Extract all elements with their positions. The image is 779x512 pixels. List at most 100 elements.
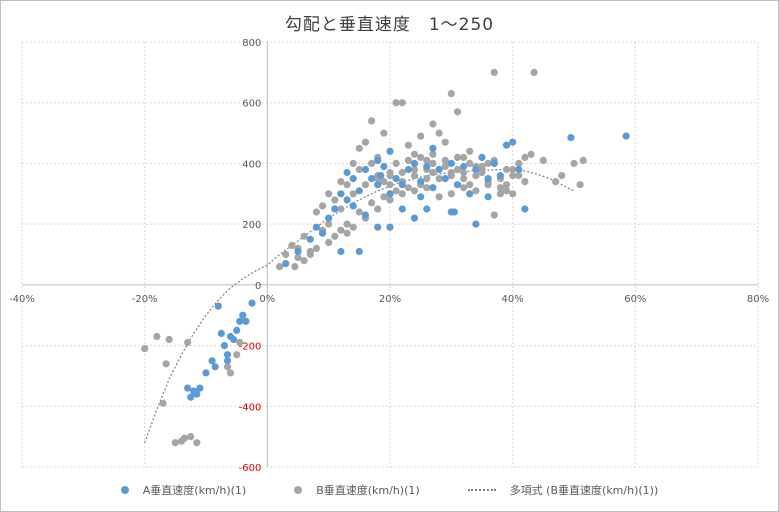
legend-label-trend: 多項式 (B垂直速度(km/h)(1)) — [509, 484, 659, 497]
point-a — [417, 193, 425, 201]
point-b — [502, 181, 511, 189]
point-a — [202, 369, 210, 377]
point-b — [435, 175, 443, 183]
point-b — [453, 165, 462, 174]
point-a — [484, 175, 492, 183]
point-b — [282, 250, 290, 259]
point-b — [337, 226, 345, 234]
point-a — [502, 141, 511, 149]
point-a — [349, 202, 357, 210]
point-b — [368, 199, 376, 207]
point-b — [429, 150, 437, 158]
point-a — [343, 168, 351, 177]
y-tick-label: 200 — [242, 220, 261, 231]
point-b — [460, 168, 468, 177]
point-b — [490, 68, 498, 76]
point-a — [208, 357, 216, 365]
point-b — [552, 178, 560, 186]
point-b — [579, 156, 587, 164]
point-a — [355, 187, 363, 195]
point-a — [187, 393, 195, 401]
point-b — [159, 399, 167, 407]
point-b — [404, 156, 412, 164]
point-a — [236, 317, 244, 325]
point-b — [386, 181, 394, 189]
y-tick-label: -200 — [239, 342, 262, 353]
point-b — [343, 220, 351, 228]
point-a — [386, 147, 394, 155]
point-b — [539, 156, 547, 164]
y-tick-label: 0 — [255, 281, 261, 292]
point-a — [460, 162, 468, 171]
point-b — [325, 190, 333, 198]
point-a — [220, 342, 228, 350]
point-b — [361, 138, 370, 146]
point-a — [423, 162, 431, 171]
legend-marker-trend — [467, 489, 496, 491]
point-b — [361, 181, 370, 189]
point-b — [380, 129, 388, 137]
point-a — [337, 247, 345, 256]
point-a — [337, 190, 345, 198]
point-b — [515, 172, 523, 180]
point-b — [404, 141, 412, 149]
x-tick-label: 60% — [624, 294, 646, 305]
point-b — [530, 68, 538, 76]
point-a — [398, 181, 406, 189]
point-b — [509, 190, 517, 198]
point-b — [576, 181, 584, 189]
y-tick-label: 600 — [242, 99, 261, 110]
point-b — [472, 187, 480, 195]
point-b — [570, 159, 578, 167]
legend-item-trend: 多項式 (B垂直速度(km/h)(1)) — [467, 482, 659, 498]
point-b — [509, 165, 517, 174]
point-a — [294, 247, 302, 256]
point-b — [435, 193, 443, 201]
point-a — [312, 223, 320, 231]
y-tick-label: -600 — [239, 463, 262, 474]
point-a — [377, 172, 385, 180]
point-b — [294, 253, 302, 262]
point-a — [223, 357, 232, 365]
point-b — [349, 190, 357, 198]
point-b — [343, 181, 351, 189]
point-b — [478, 162, 486, 171]
point-b — [429, 159, 437, 167]
point-b — [193, 439, 201, 447]
point-a — [392, 175, 400, 183]
point-b — [368, 159, 376, 167]
point-a — [361, 165, 370, 174]
point-b — [502, 187, 511, 195]
point-a — [318, 229, 327, 237]
point-a — [441, 175, 449, 183]
point-b — [429, 168, 437, 177]
point-b — [417, 132, 425, 140]
point-b — [165, 335, 173, 344]
point-b — [460, 153, 468, 161]
point-b — [490, 211, 498, 219]
point-b — [276, 263, 284, 271]
point-b — [337, 178, 345, 186]
x-tick-label: 80% — [747, 294, 769, 305]
point-b — [331, 196, 339, 204]
x-tick-label: 0% — [259, 294, 275, 305]
x-tick-label: -40% — [9, 294, 35, 305]
x-tick-label: -20% — [132, 294, 158, 305]
point-b — [380, 193, 388, 201]
point-b — [288, 241, 296, 249]
point-b — [380, 178, 388, 186]
point-a — [380, 162, 388, 171]
point-b — [460, 184, 468, 192]
point-b — [410, 150, 419, 158]
point-a — [343, 196, 351, 204]
point-a — [447, 159, 455, 167]
legend-item-b: B垂直速度(km/h)(1) — [294, 482, 420, 498]
point-b — [441, 156, 449, 164]
point-b — [331, 232, 339, 240]
point-a — [417, 178, 425, 186]
point-b — [153, 332, 161, 341]
point-a — [193, 390, 201, 398]
points-layer — [141, 68, 630, 447]
point-b — [466, 181, 474, 189]
